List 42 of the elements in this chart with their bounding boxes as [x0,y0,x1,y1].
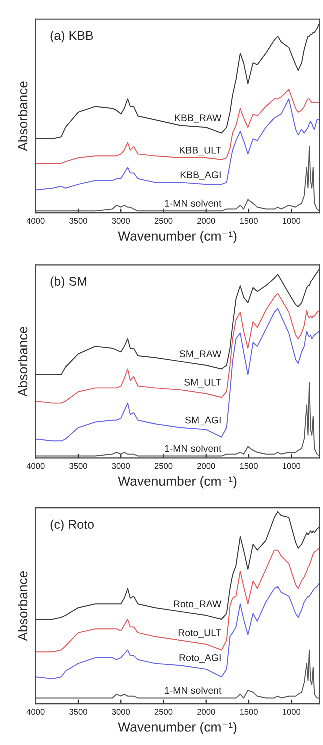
series-label: 1-MN solvent [165,200,222,207]
text: (a) KBB [50,30,94,43]
text: (c) Roto [50,520,94,532]
x-axis-title: Wavenumber (cm⁻¹) [118,231,237,244]
series-label: KBB_ULT [180,147,222,156]
x-tick-label: 3500 [70,218,88,224]
x-tick-label: 2500 [154,709,173,716]
series-label: Roto_ULT [178,630,222,638]
series-label: KBB_AGI [180,172,221,180]
series-label: Roto_AGI [180,654,221,664]
x-tick-label: 2000 [198,709,216,716]
x-tick-label: 2500 [154,218,173,224]
x-tick-label: 1500 [240,709,258,716]
y-axis-title: Absorbance [18,571,28,642]
x-tick-label: 2000 [198,218,216,224]
x-tick-label: 3500 [70,463,88,470]
series-label: SM_RAW [180,350,222,360]
series-label: SM_ULT [184,378,222,388]
series-label: 1-MN solvent [165,444,222,452]
x-tick-label: 2500 [154,463,173,470]
x-tick-label: 4000 [26,218,45,224]
series-label: SM_AGI [185,416,221,426]
x-tick-label: 3000 [112,218,130,224]
x-axis-title: Wavenumber (cm⁻¹) [118,476,237,489]
series-label: 1-MN solvent [165,686,222,694]
x-tick-label: 4000 [26,463,45,470]
x-tick-label: 3500 [70,709,88,716]
x-tick-label: 1500 [240,218,258,224]
x-tick-label: 1000 [283,218,301,224]
x-tick-label: 3000 [112,463,130,470]
x-axis-title: Wavenumber (cm⁻¹) [118,722,237,735]
series-label: Roto_RAW [174,600,222,610]
x-tick-label: 1500 [240,463,258,470]
x-tick-label: 1000 [283,709,301,716]
x-tick-label: 1000 [283,463,301,470]
y-axis-title: Absorbance [18,82,28,152]
x-tick-label: 4000 [26,709,45,716]
text: (b) SM [50,276,87,288]
y-axis-title: Absorbance [18,327,28,397]
x-tick-label: 3000 [112,709,130,716]
series-label: KBB_RAW [175,114,222,124]
x-tick-label: 2000 [198,463,216,470]
